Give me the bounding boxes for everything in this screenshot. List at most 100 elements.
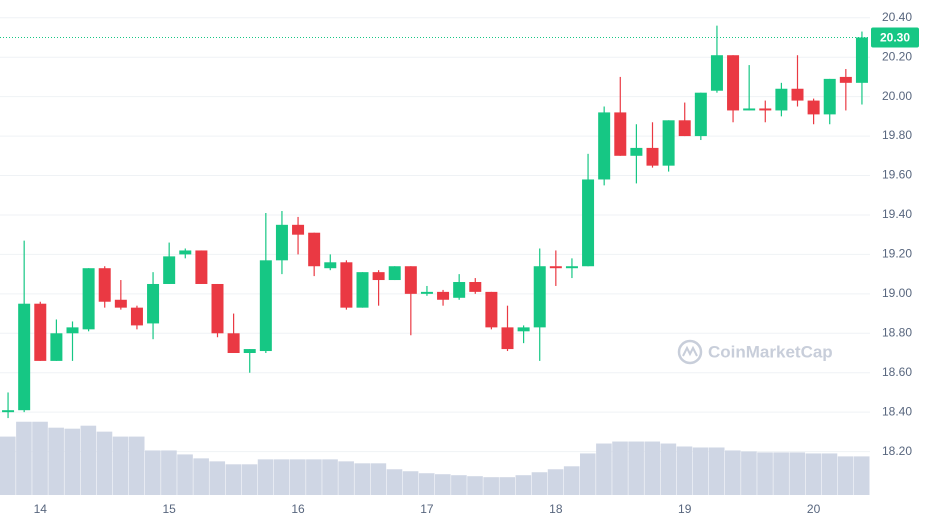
y-tick-label: 19.40 (882, 207, 912, 221)
candle-body (533, 266, 546, 328)
candle-body (130, 307, 143, 326)
volume-bar (306, 459, 322, 495)
volume-bar (32, 421, 48, 495)
candle-body (630, 147, 643, 156)
y-tick-label: 20.00 (882, 89, 912, 103)
watermark-logo (677, 339, 703, 365)
volume-bar (386, 469, 403, 495)
volume-bar (563, 466, 580, 495)
volume-bar (628, 441, 644, 495)
volume-bar (322, 459, 338, 495)
volume-bar (467, 476, 483, 495)
candle-body (340, 262, 353, 308)
volume-bar (177, 454, 193, 495)
candle-body (50, 333, 63, 361)
candle-body (179, 250, 192, 255)
candle-body (646, 147, 659, 166)
volume-bar (128, 436, 145, 495)
volume-bar (837, 456, 854, 495)
candle-body (211, 283, 224, 334)
y-tick-label: 19.80 (882, 128, 912, 142)
volume-bar (483, 477, 499, 495)
watermark: CoinMarketCap (677, 339, 833, 365)
volume-bar (370, 463, 387, 495)
candle-body (66, 327, 79, 334)
candle-body (18, 303, 31, 411)
candle-body (791, 88, 804, 101)
volume-bar (435, 474, 451, 495)
x-tick-label: 19 (678, 502, 692, 516)
candle-body (437, 291, 450, 300)
axis-layer: 18.20 18.40 18.60 18.80 19.00 19.20 19.40 19.60… (0, 10, 919, 516)
x-tick-label: 16 (291, 502, 305, 516)
volume-bar (193, 458, 209, 495)
volume-bar (853, 456, 870, 495)
volume-bar (290, 459, 306, 495)
candle-body (275, 224, 288, 261)
candle-body (823, 78, 836, 115)
y-tick-label: 19.00 (882, 286, 912, 300)
volume-bar (241, 464, 258, 495)
volume-bar (402, 471, 419, 495)
candle-body (678, 120, 691, 137)
candle-body (614, 112, 627, 156)
candle-body (710, 55, 723, 91)
volume-bar (273, 459, 290, 495)
candle-body (839, 76, 852, 83)
volume-bar (580, 453, 596, 495)
candle-body (163, 256, 176, 284)
candle-body (743, 108, 756, 111)
candle-layer (2, 25, 868, 419)
y-tick-label: 19.20 (882, 247, 912, 261)
last-price-box (871, 27, 919, 48)
candle-body (2, 410, 15, 413)
last-price-label: 20.30 (880, 31, 910, 45)
x-tick-label: 15 (162, 502, 176, 516)
y-tick-label: 18.20 (882, 444, 912, 458)
candle-body (485, 291, 498, 328)
candle-body (82, 268, 95, 330)
volume-bar (660, 443, 677, 495)
candle-body (694, 92, 707, 137)
volume-bar (757, 452, 773, 495)
volume-bar (0, 436, 16, 495)
x-tick-label: 20 (807, 502, 821, 516)
volume-bar (257, 459, 274, 495)
volume-bar (692, 447, 709, 495)
volume-bar (741, 451, 757, 495)
y-tick-label: 18.60 (882, 365, 912, 379)
volume-bar (209, 461, 226, 495)
candle-body (404, 266, 417, 294)
volume-bar (708, 447, 725, 495)
candle-body (243, 349, 256, 354)
y-tick-label: 19.60 (882, 168, 912, 182)
candle-body (662, 120, 675, 166)
watermark-logo-mark (682, 345, 698, 357)
candle-body (807, 100, 820, 115)
x-tick-label: 18 (549, 502, 563, 516)
x-tick-label: 14 (34, 502, 48, 516)
volume-bar (338, 461, 354, 495)
volume-bar (80, 425, 97, 495)
candle-body (34, 303, 47, 361)
candle-body (565, 266, 578, 269)
candle-body (195, 250, 208, 284)
candle-body (98, 268, 111, 302)
grid-layer (0, 17, 870, 453)
volume-bar (499, 477, 516, 495)
volume-bar (773, 452, 789, 495)
volume-bar (161, 450, 177, 495)
candle-body (517, 327, 530, 332)
volume-bar (48, 427, 64, 495)
candle-body (259, 260, 272, 352)
candle-body (308, 232, 321, 267)
volume-bar (145, 450, 161, 495)
volume-bar (418, 473, 435, 495)
volume-bar (789, 452, 806, 495)
candle-body (501, 327, 514, 350)
volume-layer (0, 421, 870, 495)
volume-bar (64, 428, 81, 495)
y-tick-label: 18.80 (882, 325, 912, 339)
volume-bar (354, 463, 371, 495)
